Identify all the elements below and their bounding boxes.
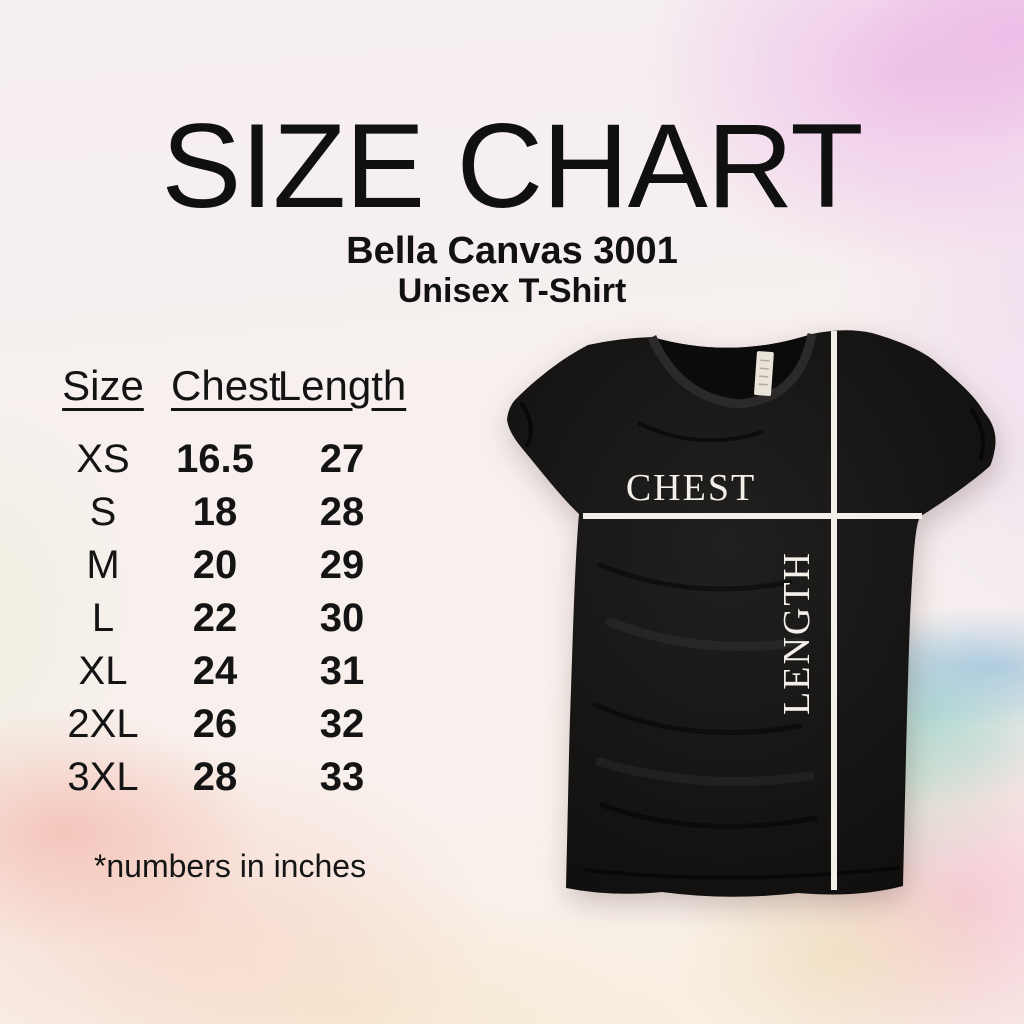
chest-value: 20 xyxy=(192,543,238,587)
collar-tag xyxy=(754,351,774,396)
tshirt-graphic: CHEST LENGTH xyxy=(507,330,996,897)
length-value: 29 xyxy=(319,543,365,587)
length-value: 32 xyxy=(319,702,365,746)
fabric-wrinkles xyxy=(520,402,986,880)
product-type: Unisex T-Shirt xyxy=(397,272,627,310)
size-value: L xyxy=(91,596,115,640)
size-value: XS xyxy=(76,437,130,481)
length-value: 33 xyxy=(319,755,365,799)
size-value: XL xyxy=(78,649,128,693)
column-header-size: Size xyxy=(62,362,144,409)
length-value: 28 xyxy=(319,490,365,534)
column-header-length: Length xyxy=(277,362,407,409)
size-table: Size Chest Length XS 16.5 27 S 18 28 M 2… xyxy=(35,362,425,804)
table-row: XL 24 31 xyxy=(35,645,425,698)
table-row: M 20 29 xyxy=(35,539,425,592)
length-value: 31 xyxy=(319,649,365,693)
size-value: S xyxy=(89,490,117,534)
table-header-row: Size Chest Length xyxy=(35,362,425,409)
product-name: Bella Canvas 3001 xyxy=(346,230,678,272)
chest-value: 26 xyxy=(192,702,238,746)
units-note: *numbers in inches xyxy=(93,848,367,884)
tshirt-body xyxy=(507,330,996,897)
chest-value: 22 xyxy=(192,596,238,640)
chest-value: 18 xyxy=(192,490,238,534)
size-value: 2XL xyxy=(67,702,139,746)
table-row: 2XL 26 32 xyxy=(35,698,425,751)
chest-value: 24 xyxy=(192,649,238,693)
page-title: SIZE CHART xyxy=(161,99,863,233)
size-value: M xyxy=(86,543,120,587)
table-row: S 18 28 xyxy=(35,486,425,539)
table-row: L 22 30 xyxy=(35,592,425,645)
chest-value: 28 xyxy=(192,755,238,799)
table-row: XS 16.5 27 xyxy=(35,433,425,486)
length-value: 30 xyxy=(319,596,365,640)
chest-label: CHEST xyxy=(626,467,756,509)
length-value: 27 xyxy=(319,437,365,481)
table-row: 3XL 28 33 xyxy=(35,751,425,804)
length-label: LENGTH xyxy=(776,551,818,715)
size-value: 3XL xyxy=(67,755,139,799)
collar-band xyxy=(647,333,817,409)
chest-value: 16.5 xyxy=(176,437,254,481)
